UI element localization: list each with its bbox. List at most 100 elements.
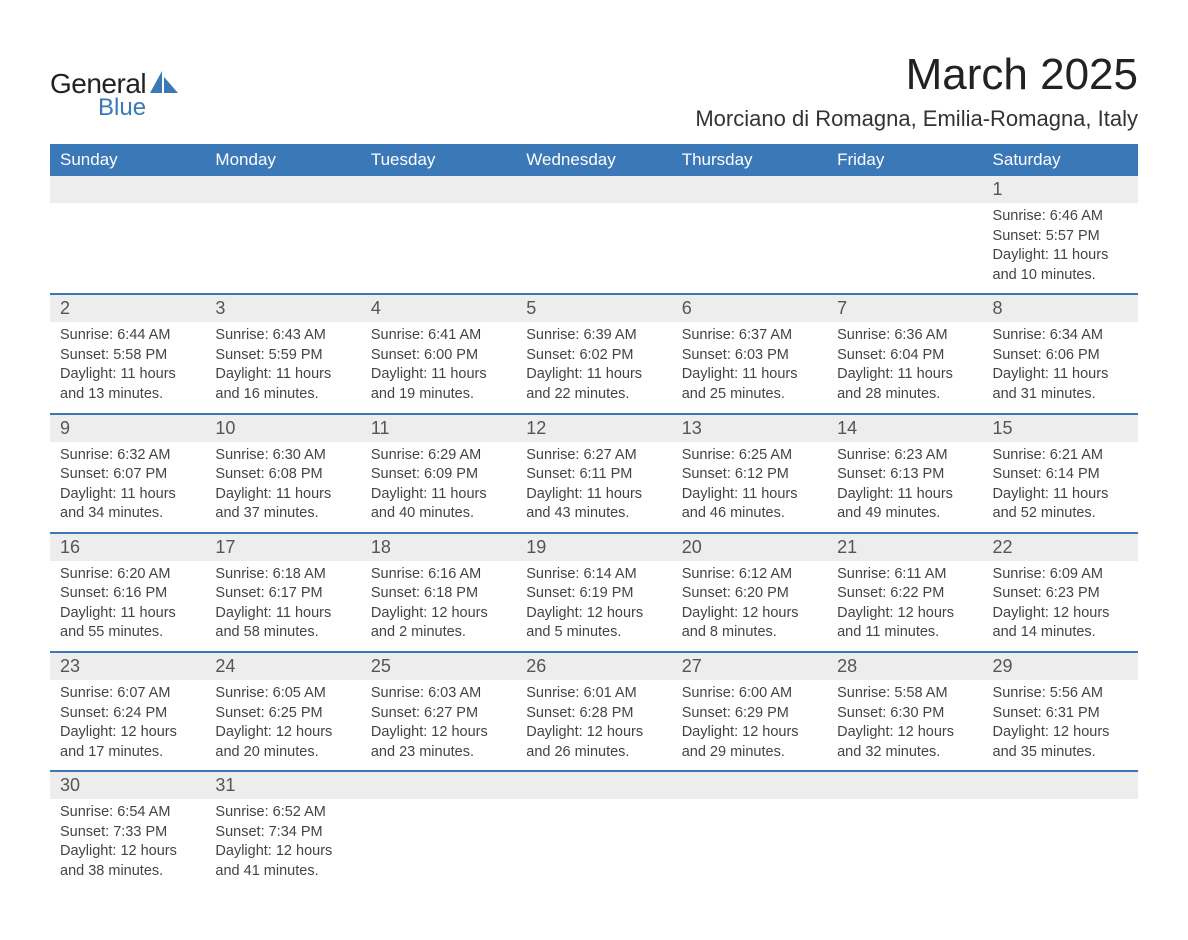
day-detail: Sunrise: 6:54 AMSunset: 7:33 PMDaylight:… <box>50 799 205 889</box>
sunset-text: Sunset: 6:25 PM <box>215 704 350 724</box>
day-detail: Sunrise: 6:03 AMSunset: 6:27 PMDaylight:… <box>361 680 516 770</box>
sunrise-text: Sunrise: 6:46 AM <box>993 207 1128 227</box>
day-number: 9 <box>50 415 205 442</box>
daylight1-text: Daylight: 11 hours <box>837 485 972 505</box>
day-detail: Sunrise: 6:25 AMSunset: 6:12 PMDaylight:… <box>672 442 827 532</box>
week-block: 9101112131415Sunrise: 6:32 AMSunset: 6:0… <box>50 415 1138 534</box>
sunset-text: Sunset: 6:27 PM <box>371 704 506 724</box>
daynum-row: 16171819202122 <box>50 534 1138 561</box>
day-detail: Sunrise: 6:30 AMSunset: 6:08 PMDaylight:… <box>205 442 360 532</box>
daylight1-text: Daylight: 12 hours <box>837 604 972 624</box>
day-detail: Sunrise: 6:27 AMSunset: 6:11 PMDaylight:… <box>516 442 671 532</box>
sunset-text: Sunset: 6:08 PM <box>215 465 350 485</box>
sunset-text: Sunset: 6:22 PM <box>837 584 972 604</box>
daynum-row: 9101112131415 <box>50 415 1138 442</box>
day-detail: Sunrise: 6:11 AMSunset: 6:22 PMDaylight:… <box>827 561 982 651</box>
day-number: 25 <box>361 653 516 680</box>
location-subtitle: Morciano di Romagna, Emilia-Romagna, Ita… <box>695 106 1138 132</box>
daylight2-text: and 41 minutes. <box>215 862 350 882</box>
sunrise-text: Sunrise: 6:11 AM <box>837 565 972 585</box>
daylight2-text: and 40 minutes. <box>371 504 506 524</box>
daylight2-text: and 17 minutes. <box>60 743 195 763</box>
day-number: 30 <box>50 772 205 799</box>
month-title: March 2025 <box>695 50 1138 100</box>
day-detail <box>672 799 827 889</box>
daylight2-text: and 23 minutes. <box>371 743 506 763</box>
sunrise-text: Sunrise: 6:03 AM <box>371 684 506 704</box>
calendar-grid: SundayMondayTuesdayWednesdayThursdayFrid… <box>50 144 1138 890</box>
dow-cell: Thursday <box>672 144 827 176</box>
day-detail: Sunrise: 6:16 AMSunset: 6:18 PMDaylight:… <box>361 561 516 651</box>
day-detail: Sunrise: 6:18 AMSunset: 6:17 PMDaylight:… <box>205 561 360 651</box>
sunrise-text: Sunrise: 6:16 AM <box>371 565 506 585</box>
daylight2-text: and 29 minutes. <box>682 743 817 763</box>
sunrise-text: Sunrise: 5:56 AM <box>993 684 1128 704</box>
day-detail <box>516 799 671 889</box>
daylight2-text: and 34 minutes. <box>60 504 195 524</box>
day-number: 5 <box>516 295 671 322</box>
day-number: 17 <box>205 534 360 561</box>
detail-row: Sunrise: 6:54 AMSunset: 7:33 PMDaylight:… <box>50 799 1138 889</box>
daylight1-text: Daylight: 11 hours <box>60 365 195 385</box>
daylight2-text: and 5 minutes. <box>526 623 661 643</box>
week-block: 2345678Sunrise: 6:44 AMSunset: 5:58 PMDa… <box>50 295 1138 414</box>
day-number: 23 <box>50 653 205 680</box>
day-number <box>827 772 982 799</box>
daylight2-text: and 32 minutes. <box>837 743 972 763</box>
sunset-text: Sunset: 6:11 PM <box>526 465 661 485</box>
sunset-text: Sunset: 7:33 PM <box>60 823 195 843</box>
sunrise-text: Sunrise: 6:36 AM <box>837 326 972 346</box>
week-block: 3031Sunrise: 6:54 AMSunset: 7:33 PMDayli… <box>50 772 1138 889</box>
header: General Blue March 2025 Morciano di Roma… <box>50 50 1138 132</box>
day-detail <box>50 203 205 293</box>
sunset-text: Sunset: 6:09 PM <box>371 465 506 485</box>
sunset-text: Sunset: 6:28 PM <box>526 704 661 724</box>
sunset-text: Sunset: 6:16 PM <box>60 584 195 604</box>
sunrise-text: Sunrise: 5:58 AM <box>837 684 972 704</box>
daynum-row: 2345678 <box>50 295 1138 322</box>
day-detail <box>672 203 827 293</box>
day-number: 6 <box>672 295 827 322</box>
day-number: 19 <box>516 534 671 561</box>
daylight2-text: and 2 minutes. <box>371 623 506 643</box>
sunset-text: Sunset: 6:31 PM <box>993 704 1128 724</box>
day-detail <box>983 799 1138 889</box>
week-block: 16171819202122Sunrise: 6:20 AMSunset: 6:… <box>50 534 1138 653</box>
day-detail: Sunrise: 6:05 AMSunset: 6:25 PMDaylight:… <box>205 680 360 770</box>
day-detail: Sunrise: 6:23 AMSunset: 6:13 PMDaylight:… <box>827 442 982 532</box>
day-detail: Sunrise: 6:29 AMSunset: 6:09 PMDaylight:… <box>361 442 516 532</box>
week-block: 1Sunrise: 6:46 AMSunset: 5:57 PMDaylight… <box>50 176 1138 295</box>
sunrise-text: Sunrise: 6:30 AM <box>215 446 350 466</box>
sunset-text: Sunset: 6:17 PM <box>215 584 350 604</box>
title-block: March 2025 Morciano di Romagna, Emilia-R… <box>695 50 1138 132</box>
sunrise-text: Sunrise: 6:01 AM <box>526 684 661 704</box>
day-detail: Sunrise: 6:37 AMSunset: 6:03 PMDaylight:… <box>672 322 827 412</box>
day-detail: Sunrise: 6:52 AMSunset: 7:34 PMDaylight:… <box>205 799 360 889</box>
day-number: 8 <box>983 295 1138 322</box>
daylight2-text: and 10 minutes. <box>993 266 1128 286</box>
day-detail: Sunrise: 6:41 AMSunset: 6:00 PMDaylight:… <box>361 322 516 412</box>
daylight1-text: Daylight: 11 hours <box>682 485 817 505</box>
sunset-text: Sunset: 6:00 PM <box>371 346 506 366</box>
dow-cell: Sunday <box>50 144 205 176</box>
brand-logo: General Blue <box>50 50 178 122</box>
daylight1-text: Daylight: 12 hours <box>371 604 506 624</box>
day-detail <box>827 203 982 293</box>
brand-name-part2: Blue <box>98 94 146 122</box>
sunrise-text: Sunrise: 6:37 AM <box>682 326 817 346</box>
detail-row: Sunrise: 6:46 AMSunset: 5:57 PMDaylight:… <box>50 203 1138 293</box>
sunset-text: Sunset: 5:58 PM <box>60 346 195 366</box>
sunset-text: Sunset: 6:30 PM <box>837 704 972 724</box>
daylight1-text: Daylight: 11 hours <box>215 365 350 385</box>
week-block: 23242526272829Sunrise: 6:07 AMSunset: 6:… <box>50 653 1138 772</box>
daylight1-text: Daylight: 11 hours <box>215 604 350 624</box>
sunrise-text: Sunrise: 6:23 AM <box>837 446 972 466</box>
day-number: 18 <box>361 534 516 561</box>
day-number: 16 <box>50 534 205 561</box>
sunrise-text: Sunrise: 6:34 AM <box>993 326 1128 346</box>
daylight1-text: Daylight: 11 hours <box>682 365 817 385</box>
detail-row: Sunrise: 6:20 AMSunset: 6:16 PMDaylight:… <box>50 561 1138 651</box>
sunset-text: Sunset: 6:18 PM <box>371 584 506 604</box>
dow-cell: Saturday <box>983 144 1138 176</box>
day-detail: Sunrise: 6:44 AMSunset: 5:58 PMDaylight:… <box>50 322 205 412</box>
